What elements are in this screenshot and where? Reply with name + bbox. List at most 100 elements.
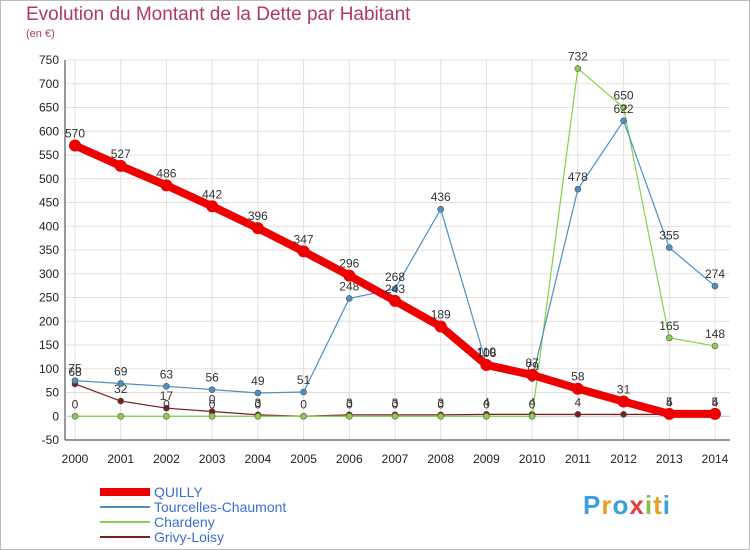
data-label: 51 (297, 373, 311, 387)
y-tick-label: 700 (39, 77, 59, 91)
data-label: 75 (68, 362, 82, 376)
data-label: 31 (617, 383, 631, 397)
data-label: 3 (437, 396, 444, 410)
data-label: 69 (114, 364, 128, 378)
data-label: 4 (712, 395, 719, 409)
data-point (709, 407, 721, 420)
data-label: 347 (294, 232, 314, 246)
x-tick-label: 2011 (565, 452, 591, 466)
data-point (114, 159, 127, 172)
data-label: 17 (160, 389, 174, 403)
data-point (208, 386, 216, 393)
data-label: 0 (209, 397, 216, 411)
data-label: 4 (666, 395, 673, 409)
chart-subtitle: (en €) (26, 28, 55, 40)
legend-label: QUILLY (154, 484, 203, 500)
data-label: 527 (111, 147, 131, 161)
data-point (617, 395, 630, 408)
data-label: 0 (255, 397, 262, 411)
data-label: 5 (712, 395, 719, 409)
data-label: 49 (251, 374, 265, 388)
data-label: 0 (300, 397, 307, 411)
data-point (391, 412, 399, 420)
data-label: 0 (392, 397, 399, 411)
data-point (251, 222, 264, 235)
data-label: 0 (529, 397, 536, 411)
x-tick-label: 2013 (656, 452, 683, 466)
data-label: 296 (339, 257, 359, 271)
data-label: 436 (431, 190, 451, 204)
x-tick-label: 2003 (199, 452, 226, 466)
data-label: 650 (614, 89, 634, 103)
y-tick-label: 650 (39, 101, 59, 115)
y-tick-label: 500 (39, 172, 59, 186)
chart-title: Evolution du Montant de la Dette par Hab… (26, 4, 411, 25)
data-point (69, 139, 81, 152)
data-point (663, 407, 676, 420)
data-point (71, 377, 79, 384)
data-label: 732 (568, 50, 588, 64)
data-label: 268 (385, 270, 405, 284)
data-point (665, 244, 673, 251)
data-label: 0 (209, 393, 216, 407)
data-label: 110 (477, 345, 496, 359)
data-point (206, 200, 219, 213)
x-tick-label: 2001 (107, 452, 134, 466)
data-label: 622 (614, 102, 634, 116)
data-point (571, 382, 584, 395)
data-label: 0 (72, 397, 79, 411)
data-point (117, 397, 125, 405)
x-tick-label: 2012 (610, 452, 637, 466)
y-tick-label: 550 (39, 148, 59, 162)
data-label: 486 (156, 166, 176, 180)
legend-label: Chardeny (154, 514, 215, 530)
data-label: 148 (705, 327, 725, 341)
data-point (117, 412, 125, 420)
data-point (208, 412, 216, 420)
data-point (574, 185, 582, 193)
data-point (343, 269, 356, 282)
data-point (254, 412, 262, 420)
y-tick-label: 400 (39, 219, 59, 233)
data-point (620, 411, 627, 418)
data-point (434, 320, 447, 333)
data-label: 3 (346, 396, 353, 410)
y-tick-label: 150 (39, 338, 59, 352)
data-label: 0 (437, 397, 444, 411)
data-point (480, 358, 493, 371)
data-point (665, 334, 673, 342)
data-label: 87 (525, 356, 539, 370)
data-label: 63 (160, 367, 174, 381)
data-label: 4 (483, 395, 490, 409)
data-point (160, 179, 173, 192)
data-point (163, 404, 170, 412)
data-label: 274 (705, 267, 725, 281)
data-label: 3 (255, 396, 262, 410)
y-tick-label: 300 (39, 267, 59, 281)
data-point (483, 412, 490, 420)
legend-label: Grivy-Loisy (154, 529, 224, 545)
data-label: 243 (385, 282, 405, 296)
y-tick-label: -50 (42, 433, 60, 447)
y-tick-label: 250 (39, 291, 59, 305)
data-point (297, 245, 310, 258)
data-label: 58 (571, 370, 585, 384)
x-tick-label: 2004 (245, 452, 272, 466)
data-point (711, 342, 719, 350)
data-point (300, 412, 307, 420)
data-point (300, 388, 307, 396)
x-tick-label: 2005 (290, 452, 317, 466)
data-point (528, 412, 536, 420)
data-point (163, 412, 170, 420)
data-label: 5 (666, 395, 673, 409)
y-tick-label: 50 (46, 386, 60, 400)
x-tick-label: 2006 (336, 452, 363, 466)
legend-label: Tourcelles-Chaumont (154, 499, 286, 515)
data-label: 355 (659, 229, 679, 243)
data-point (526, 368, 539, 381)
x-tick-label: 2008 (427, 452, 454, 466)
data-label: 0 (163, 397, 170, 411)
data-point (345, 295, 353, 302)
data-label: 189 (431, 307, 451, 321)
